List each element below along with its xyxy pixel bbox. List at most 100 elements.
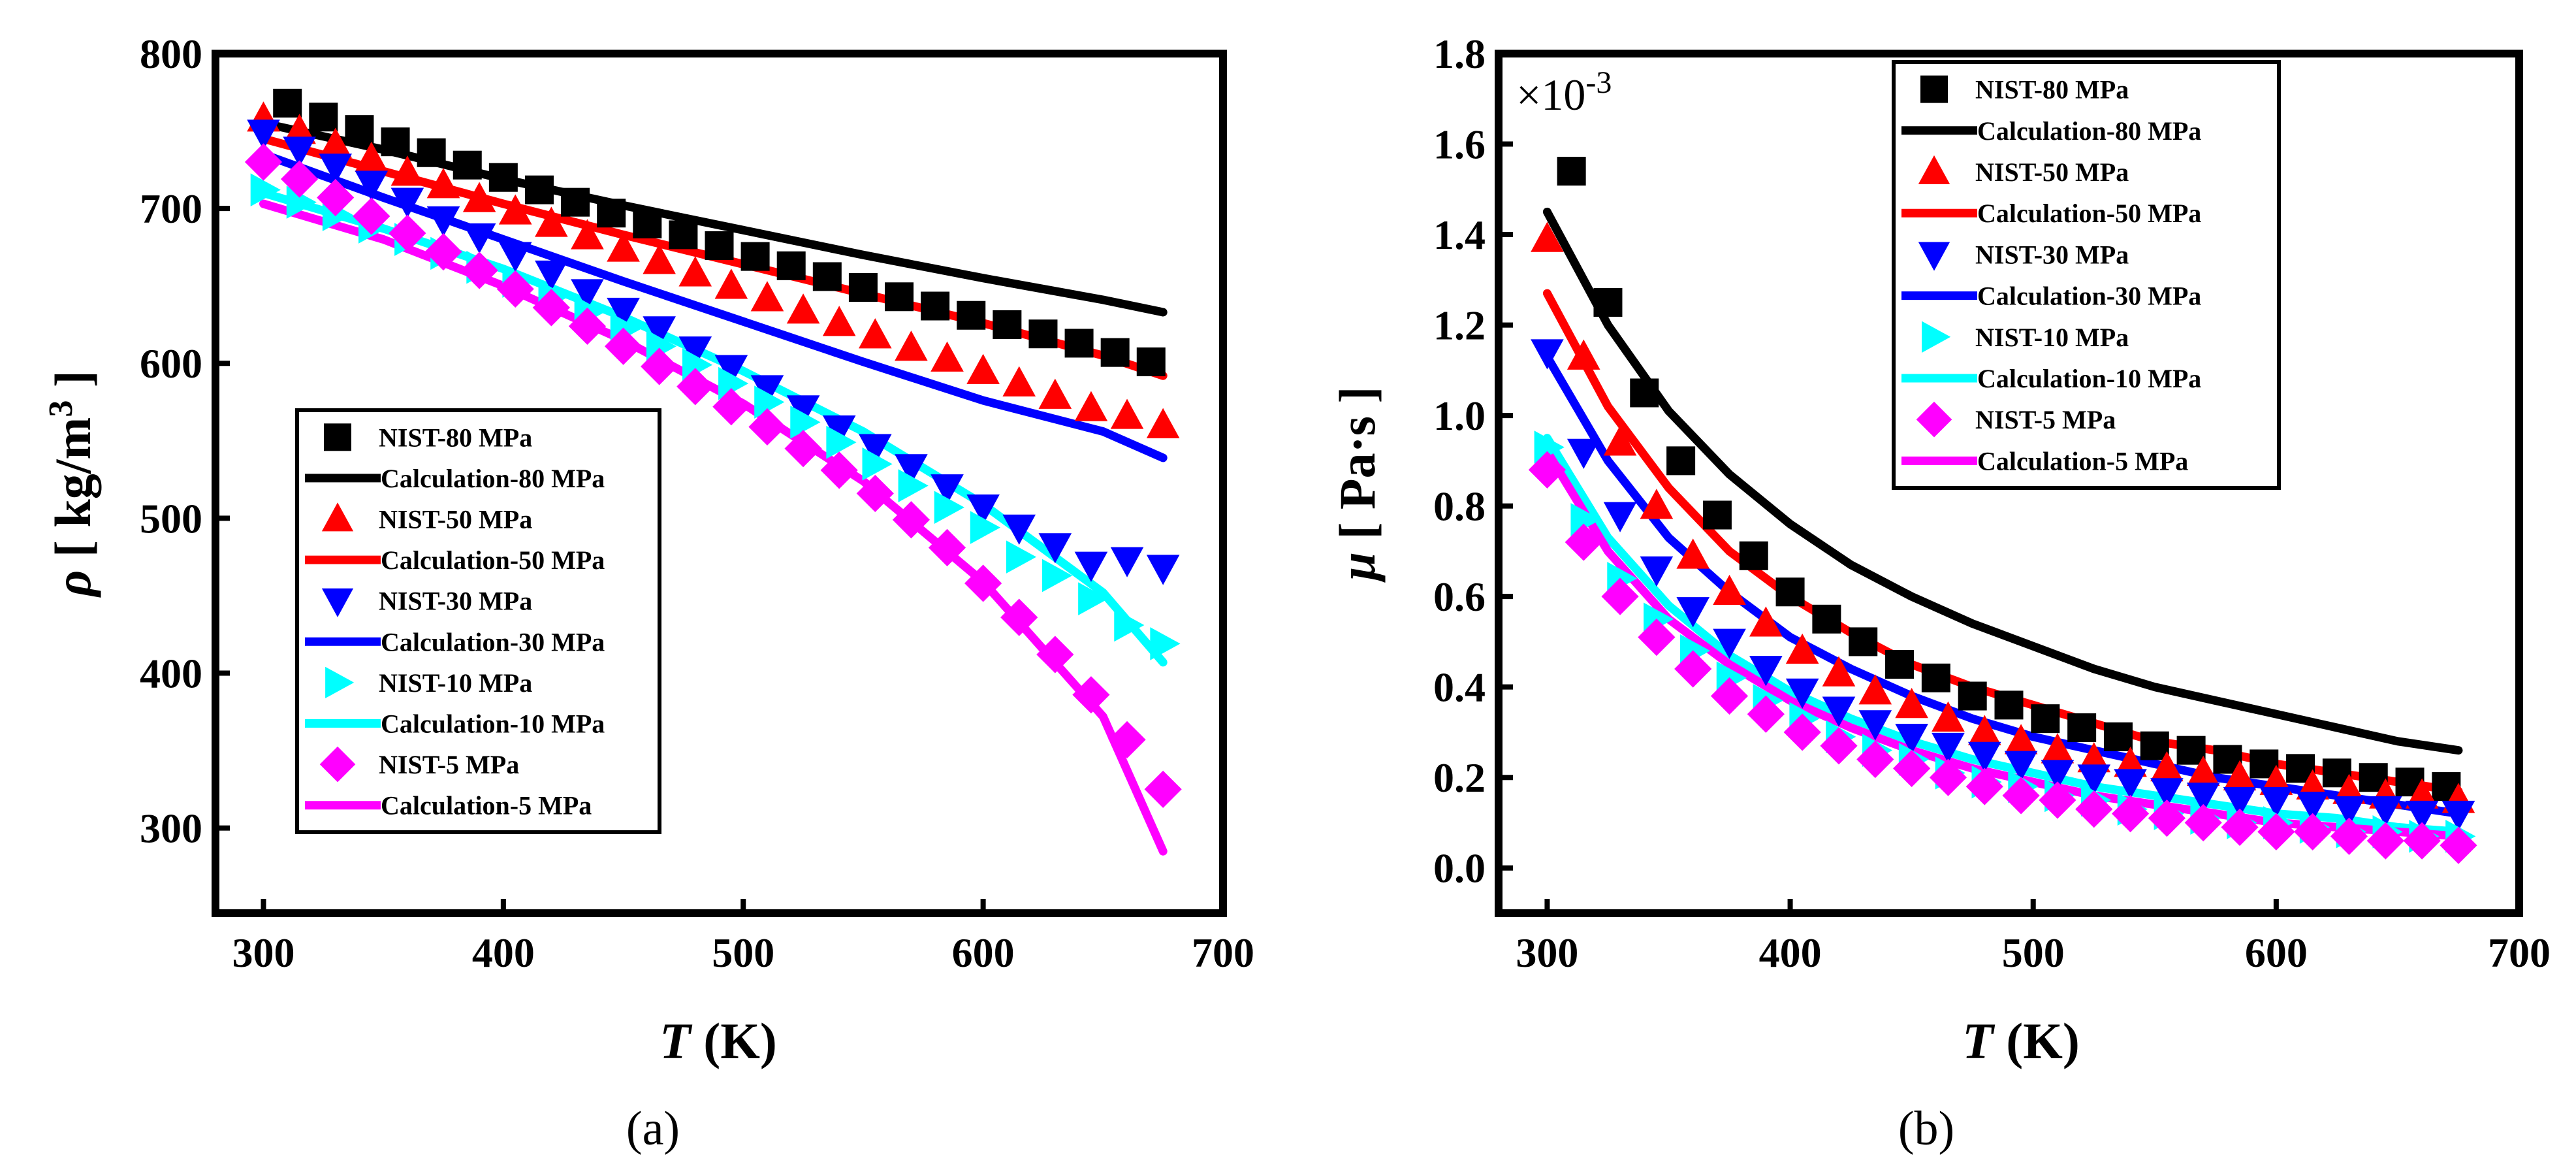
- data-point: [930, 474, 964, 505]
- data-point: [705, 231, 734, 261]
- data-point: [718, 366, 749, 400]
- y-tick-label: 600: [140, 340, 202, 387]
- data-point: [740, 242, 770, 271]
- x-tick-label: 600: [952, 930, 1015, 976]
- data-point: [676, 368, 714, 406]
- data-point: [820, 451, 858, 489]
- data-point: [498, 242, 532, 272]
- x-tick-label: 700: [1192, 930, 1254, 976]
- x-axis: 300 400 500 600 700: [232, 899, 1254, 976]
- data-point: [2330, 817, 2368, 855]
- y-tick-label: 1.8: [1433, 31, 1486, 77]
- legend-entry: NIST-5 MPa: [319, 746, 519, 783]
- x-tick-label: 500: [2002, 930, 2065, 976]
- data-point: [1074, 391, 1108, 421]
- data-point: [1713, 574, 1746, 606]
- legend-entry: Calculation-80 MPa: [1901, 116, 2201, 146]
- y-axis: 300 400 500 600 700 800: [140, 31, 230, 852]
- legend-label: Calculation-10 MPa: [381, 709, 605, 739]
- data-point: [2103, 722, 2133, 751]
- data-point: [2002, 777, 2040, 815]
- data-point: [2041, 760, 2075, 790]
- data-point: [714, 268, 748, 299]
- data-point: [1566, 438, 1600, 469]
- x-tick-label: 400: [1759, 930, 1822, 976]
- data-point: [2366, 822, 2404, 860]
- data-point: [1042, 559, 1073, 592]
- data-point: [1822, 696, 1856, 727]
- data-point: [2294, 813, 2332, 850]
- data-point: [355, 170, 389, 201]
- data-point: [784, 430, 822, 468]
- legend-label: NIST-5 MPa: [1975, 405, 2116, 434]
- legend-marker: [1920, 75, 1948, 103]
- legend-marker: [1922, 321, 1951, 353]
- data-point: [1820, 727, 1858, 765]
- data-point: [2257, 813, 2295, 850]
- data-point: [1858, 710, 1892, 741]
- data-point: [1967, 741, 2001, 772]
- data-point: [1593, 287, 1623, 317]
- panel-b-viscosity-chart: 300 400 500 600 700 0.0 0.2 0.4 0.6 0.8 1.0 1.2 1.4 1…: [1329, 31, 2551, 1156]
- data-point: [966, 494, 1000, 525]
- data-point: [822, 306, 856, 336]
- y-tick-label: 1.4: [1433, 212, 1486, 258]
- data-point: [1640, 556, 1674, 587]
- data-point: [826, 425, 857, 459]
- data-point: [2111, 795, 2150, 833]
- legend-entry: NIST-80 MPa: [1920, 75, 2129, 105]
- data-point: [862, 447, 893, 481]
- plot-data: [244, 88, 1182, 856]
- data-point: [895, 454, 928, 485]
- data-point: [993, 310, 1022, 339]
- data-point: [1036, 636, 1074, 673]
- legend-entry: NIST-50 MPa: [321, 502, 532, 534]
- data-point: [1994, 690, 2024, 720]
- legend-label: NIST-50 MPa: [1975, 157, 2129, 187]
- legend-entry: NIST-30 MPa: [1918, 240, 2129, 271]
- data-point: [309, 103, 338, 132]
- data-point: [2039, 781, 2076, 819]
- series-nist-80-mpa: [273, 88, 1166, 376]
- legend-entry: Calculation-50 MPa: [1901, 199, 2201, 228]
- data-point: [2186, 783, 2220, 813]
- y-tick-label: 0.0: [1433, 845, 1486, 892]
- plot-frame: [1495, 50, 2523, 917]
- legend-label: NIST-80 MPa: [1975, 75, 2129, 105]
- legend-label: Calculation-50 MPa: [381, 545, 605, 575]
- data-point: [1676, 597, 1710, 628]
- data-point: [2114, 769, 2147, 800]
- data-point: [535, 260, 568, 291]
- data-point: [643, 316, 676, 347]
- data-point: [1038, 378, 1072, 409]
- legend-entry: Calculation-5 MPa: [305, 791, 592, 820]
- data-point: [244, 143, 283, 181]
- data-point: [1630, 378, 1659, 408]
- data-point: [1006, 540, 1037, 574]
- data-point: [1783, 713, 1821, 751]
- data-point: [1100, 338, 1130, 367]
- y-tick-label: 800: [140, 31, 202, 77]
- data-point: [1965, 768, 2003, 805]
- legend-label: Calculation-30 MPa: [381, 627, 605, 656]
- data-point: [748, 408, 786, 446]
- legend-entry: Calculation-5 MPa: [1901, 446, 2188, 476]
- data-point: [460, 251, 498, 289]
- data-point: [1676, 538, 1710, 569]
- data-point: [2184, 803, 2222, 842]
- data-point: [930, 341, 964, 372]
- y-tick-label: 0.8: [1433, 483, 1486, 530]
- data-point: [1146, 555, 1180, 585]
- legend-marker: [324, 423, 351, 451]
- data-point: [345, 115, 374, 144]
- data-point: [2223, 787, 2257, 818]
- y-tick-label: 500: [140, 495, 202, 542]
- data-point: [921, 291, 950, 321]
- data-point: [453, 150, 482, 180]
- data-point: [1895, 724, 1928, 754]
- data-point: [535, 206, 568, 237]
- data-point: [1849, 627, 1878, 656]
- data-point: [786, 395, 820, 426]
- data-point: [1785, 678, 1819, 709]
- data-point: [812, 262, 842, 291]
